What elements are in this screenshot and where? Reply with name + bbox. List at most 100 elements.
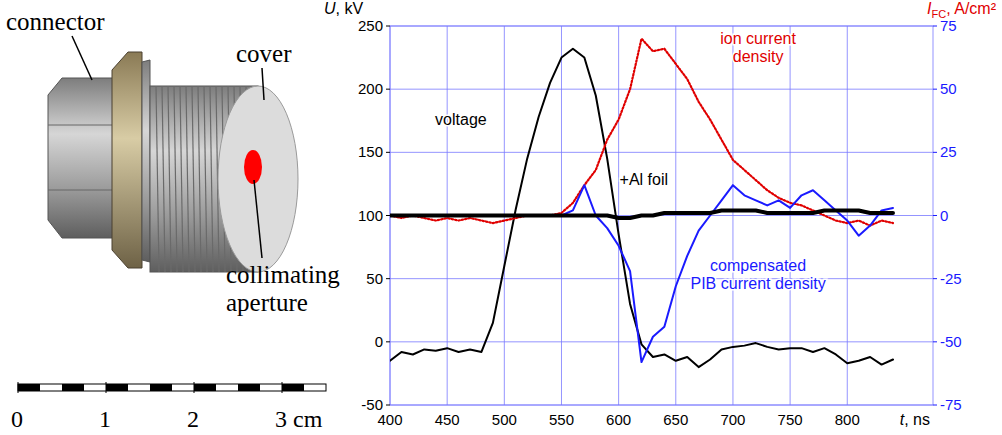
grid-line-y: [390, 341, 933, 342]
y2-tick-label: 50: [940, 80, 957, 97]
scale-label: 2: [187, 406, 199, 432]
y-tick-label: 250: [358, 17, 383, 34]
y-tick: [386, 405, 390, 406]
scale-label: 1: [99, 406, 111, 432]
x-tick-label: 700: [720, 411, 745, 428]
y2-tick-label: -50: [940, 333, 962, 350]
annotation: compensated: [710, 257, 806, 274]
scale-segment: [282, 384, 304, 391]
photo-label: collimating: [226, 261, 340, 288]
scale-segment: [18, 384, 40, 391]
annotations: voltageion currentdensity+Al foilcompens…: [435, 30, 826, 292]
chart: 400450500550600650700750800-500501001502…: [324, 0, 997, 428]
y2-axis-title: IFC, A/cm²: [927, 0, 997, 20]
scale-tick: [18, 382, 19, 393]
y2-tick-label: -25: [940, 270, 962, 287]
y-tick-label: 50: [366, 270, 383, 287]
y-tick: [386, 26, 390, 27]
thread-line: [192, 86, 195, 272]
thread-line: [156, 86, 159, 272]
y2-tick: [933, 215, 937, 216]
y-axis-title: U, kV: [324, 0, 363, 17]
y-tick: [386, 152, 390, 153]
y-tick-label: -50: [361, 396, 383, 413]
thread-line: [162, 86, 165, 272]
annotation: PIB current density: [691, 275, 826, 292]
connector-edge: [48, 125, 118, 190]
annotation: ion current: [720, 30, 796, 47]
annotation: voltage: [435, 111, 487, 128]
x-tick-label: 750: [778, 411, 803, 428]
leader-line: [254, 180, 262, 258]
thread-line: [174, 86, 177, 272]
collimating-aperture: [244, 150, 262, 184]
y2-tick-label: 25: [940, 143, 957, 160]
y2-tick: [933, 405, 937, 406]
thread-line: [180, 86, 183, 272]
photo-label: aperture: [226, 289, 308, 316]
x-tick-label: 400: [377, 411, 402, 428]
y2-tick: [933, 89, 937, 90]
thread-line: [186, 86, 189, 272]
scale-segment: [62, 384, 84, 391]
series-line: [390, 39, 893, 226]
y-tick-label: 100: [358, 207, 383, 224]
annotation: +Al foil: [620, 171, 668, 188]
axis-unit: , ns: [904, 411, 930, 428]
thread-line: [204, 86, 207, 272]
scale-tick: [282, 382, 283, 393]
leader-line: [262, 68, 264, 100]
nut: [112, 52, 142, 268]
scale-tick: [106, 382, 107, 393]
scale-segment: [194, 384, 216, 391]
scale-label: 3 cm: [275, 406, 323, 432]
axis-symbol: U: [324, 0, 336, 17]
connector-body: [48, 78, 118, 238]
axis-unit: , A/cm²: [946, 0, 996, 17]
y2-tick: [933, 26, 937, 27]
y-tick: [386, 215, 390, 216]
y-tick-label: 0: [375, 333, 383, 350]
plot-frame: [390, 26, 933, 405]
grid-line-y: [390, 278, 933, 279]
cover: [218, 86, 298, 272]
thread-line: [198, 86, 201, 272]
figure: connector cover collimatingaperture 0 1 2 3 cm…: [0, 0, 1002, 435]
y2-tick-label: 0: [940, 207, 948, 224]
x-tick-label: 800: [835, 411, 860, 428]
y2-tick: [933, 278, 937, 279]
scale-label: 0: [11, 406, 23, 432]
y-tick: [386, 278, 390, 279]
scale-segment: [106, 384, 128, 391]
grid-line-y: [390, 152, 933, 153]
scale-bar: 0 1 2 3 cm: [11, 382, 326, 432]
series-line: [390, 49, 893, 367]
series-line: [390, 185, 893, 362]
scale-segment: [238, 384, 260, 391]
x-tick-label: 450: [435, 411, 460, 428]
y-tick-label: 200: [358, 80, 383, 97]
axis-unit: , kV: [336, 0, 364, 17]
x-tick-label: 550: [549, 411, 574, 428]
axis-subscript: FC: [932, 8, 947, 20]
thread-line: [210, 86, 213, 272]
scale-tick: [194, 382, 195, 393]
photo-label: cover: [236, 40, 292, 67]
photo: connector cover collimatingaperture: [6, 8, 340, 316]
thread-line: [168, 86, 171, 272]
y2-tick: [933, 341, 937, 342]
leader-line: [72, 36, 92, 80]
x-tick-label: 650: [663, 411, 688, 428]
x-tick-label: 600: [606, 411, 631, 428]
x-tick-label: 500: [492, 411, 517, 428]
y2-tick-label: -75: [940, 396, 962, 413]
y-tick: [386, 341, 390, 342]
scale-segment: [150, 384, 172, 391]
washer: [142, 60, 150, 262]
photo-label: connector: [6, 8, 105, 35]
series-line: [390, 210, 893, 218]
y-tick-label: 150: [358, 143, 383, 160]
y2-tick: [933, 152, 937, 153]
grid-line-y: [390, 89, 933, 90]
scale-frame: [18, 384, 326, 391]
